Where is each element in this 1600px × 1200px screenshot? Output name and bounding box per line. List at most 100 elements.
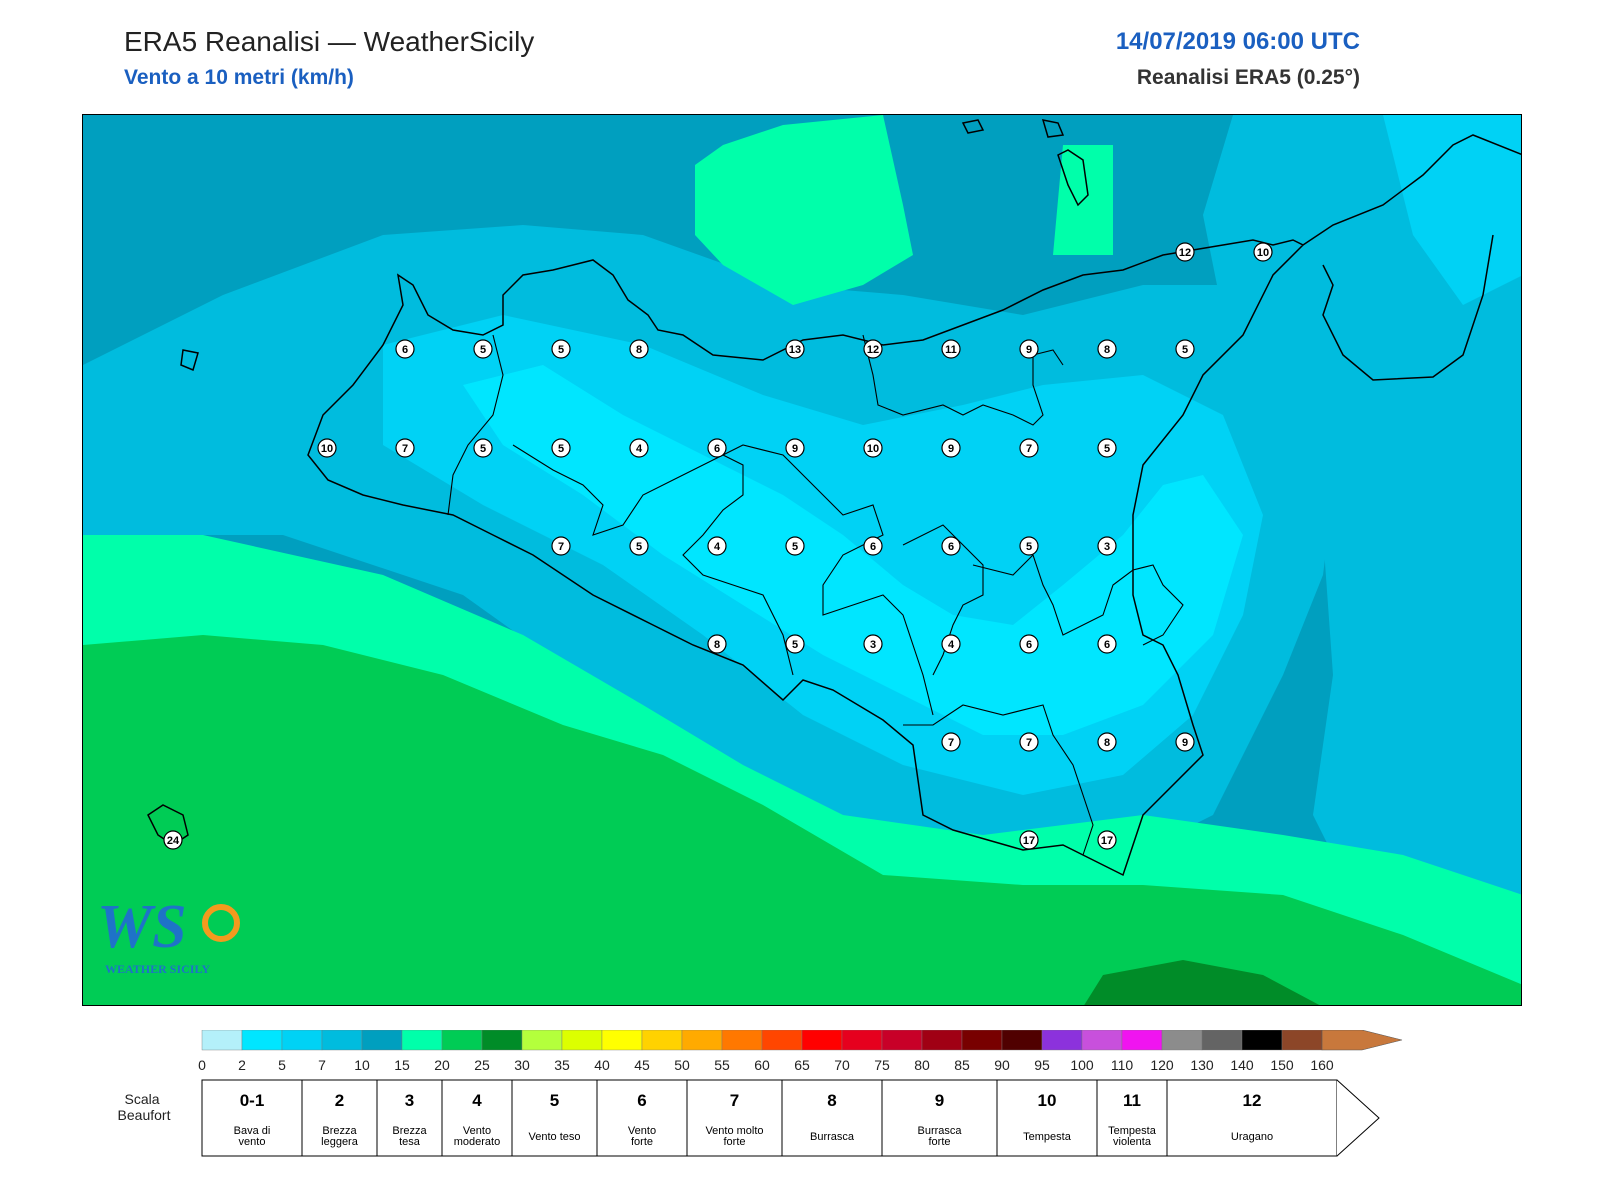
beaufort-description: Vento moderato xyxy=(454,1125,500,1148)
wind-band-25-30-south xyxy=(1084,960,1320,1005)
beaufort-number: 10 xyxy=(1038,1091,1057,1110)
color-bar-tick-label: 40 xyxy=(594,1057,610,1073)
color-bar-tick-label: 140 xyxy=(1230,1057,1254,1073)
color-bar-swatch xyxy=(441,1030,483,1051)
station-marker: 5 xyxy=(1175,339,1195,359)
beaufort-description: Burrasca xyxy=(810,1131,855,1143)
station-marker: 5 xyxy=(785,634,805,654)
station-value: 7 xyxy=(1026,737,1032,749)
beaufort-box xyxy=(1096,1079,1168,1157)
station-circle xyxy=(707,438,727,458)
beaufort-box xyxy=(996,1079,1098,1157)
color-bar-tick-label: 50 xyxy=(674,1057,690,1073)
station-marker: 9 xyxy=(941,438,961,458)
station-marker: 8 xyxy=(629,339,649,359)
station-value: 24 xyxy=(167,835,180,847)
beaufort-number: 11 xyxy=(1123,1091,1141,1110)
station-marker: 24 xyxy=(163,830,183,850)
station-value: 5 xyxy=(792,639,798,651)
beaufort-number: 2 xyxy=(335,1091,344,1110)
station-marker: 5 xyxy=(551,438,571,458)
color-bar-tick-label: 10 xyxy=(354,1057,370,1073)
beaufort-box xyxy=(301,1079,378,1157)
islands-coast xyxy=(961,119,1065,138)
map-title: ERA5 Reanalisi — WeatherSicily xyxy=(124,26,535,57)
color-bar-swatch xyxy=(1281,1030,1323,1051)
station-marker: 12 xyxy=(1175,242,1195,262)
beaufort-description-line: violenta xyxy=(1113,1136,1152,1148)
station-value: 9 xyxy=(1026,344,1032,356)
station-circle xyxy=(1097,634,1117,654)
beaufort-title-line2: Beaufort xyxy=(118,1107,171,1123)
beaufort-description-line: moderato xyxy=(454,1136,500,1148)
station-value: 10 xyxy=(321,443,333,455)
station-value: 5 xyxy=(558,344,564,356)
legend: 0 2 5 7 10 15 20 25 30 35 40 45 50 55 60 65 70 75 80 85 90 95… xyxy=(118,1030,1403,1157)
beaufort-description: Tempesta violenta xyxy=(1108,1125,1157,1148)
station-circle xyxy=(1253,242,1273,262)
dataset-label: Reanalisi ERA5 (0.25°) xyxy=(1136,66,1360,89)
beaufort-arrow xyxy=(1336,1079,1380,1157)
station-marker: 7 xyxy=(551,536,571,556)
beaufort-cell: 7 Vento molto forte xyxy=(686,1079,783,1157)
beaufort-description-line: vento xyxy=(239,1136,266,1148)
station-circle xyxy=(1019,339,1039,359)
station-circle xyxy=(941,536,961,556)
station-circle xyxy=(395,339,415,359)
color-bar-swatch xyxy=(1001,1030,1043,1051)
color-bar-swatch xyxy=(961,1030,1003,1051)
station-value: 7 xyxy=(558,541,564,553)
beaufort-cell: 10 Tempesta xyxy=(996,1079,1098,1157)
color-bar xyxy=(201,1030,1403,1051)
color-bar-swatch xyxy=(681,1030,723,1051)
beaufort-description-line: Vento molto xyxy=(705,1125,763,1137)
color-bar-tick-label: 15 xyxy=(394,1057,410,1073)
color-bar-tick-label: 30 xyxy=(514,1057,530,1073)
color-bar-swatch xyxy=(481,1030,523,1051)
color-bar-swatch xyxy=(1081,1030,1123,1051)
station-marker: 7 xyxy=(1019,732,1039,752)
map-subtitle: Vento a 10 metri (km/h) xyxy=(124,66,354,89)
beaufort-box xyxy=(376,1079,443,1157)
station-marker: 10 xyxy=(1253,242,1273,262)
logo-ws-letters: WS xyxy=(97,893,187,961)
beaufort-description-line: tesa xyxy=(399,1136,421,1148)
station-marker: 7 xyxy=(395,438,415,458)
sicily-coast xyxy=(307,239,1305,877)
station-value: 12 xyxy=(1179,247,1191,259)
color-bar-tick-label: 130 xyxy=(1190,1057,1214,1073)
station-value: 17 xyxy=(1023,835,1035,847)
color-bar-tick-label: 90 xyxy=(994,1057,1010,1073)
beaufort-cell: 0-1 Bava di vento xyxy=(201,1079,303,1157)
coastlines xyxy=(147,119,1521,877)
station-value: 3 xyxy=(1104,541,1110,553)
beaufort-description-line: Vento xyxy=(463,1125,491,1137)
beaufort-description-line: forte xyxy=(631,1136,653,1148)
station-value: 13 xyxy=(789,344,801,356)
station-value: 8 xyxy=(636,344,642,356)
color-bar-swatch xyxy=(881,1030,923,1051)
beaufort-cell: 12 Uragano xyxy=(1166,1079,1338,1157)
station-marker: 4 xyxy=(941,634,961,654)
color-bar-tick-label: 7 xyxy=(318,1057,326,1073)
beaufort-description-line: forte xyxy=(723,1136,745,1148)
beaufort-cell: 3 Brezza tesa xyxy=(376,1079,443,1157)
station-marker: 5 xyxy=(1019,536,1039,556)
beaufort-number: 7 xyxy=(730,1091,739,1110)
station-value: 6 xyxy=(948,541,954,553)
color-bar-tick-label: 120 xyxy=(1150,1057,1174,1073)
color-bar-swatch xyxy=(521,1030,563,1051)
wind-field-svg xyxy=(83,115,1521,1005)
color-bar-tick-label: 2 xyxy=(238,1057,246,1073)
station-circle xyxy=(1097,830,1117,850)
station-circle xyxy=(785,339,805,359)
station-circle xyxy=(317,438,337,458)
color-bar-tick-label: 100 xyxy=(1070,1057,1094,1073)
color-bar-ticks: 0 2 5 7 10 15 20 25 30 35 40 45 50 55 60 65 70 75 80 85 90 95… xyxy=(198,1057,1334,1073)
color-bar-swatch xyxy=(1041,1030,1083,1051)
station-marker: 8 xyxy=(1097,339,1117,359)
station-value: 5 xyxy=(792,541,798,553)
station-value: 12 xyxy=(867,344,879,356)
beaufort-description: Uragano xyxy=(1231,1131,1273,1143)
station-marker: 6 xyxy=(1097,634,1117,654)
